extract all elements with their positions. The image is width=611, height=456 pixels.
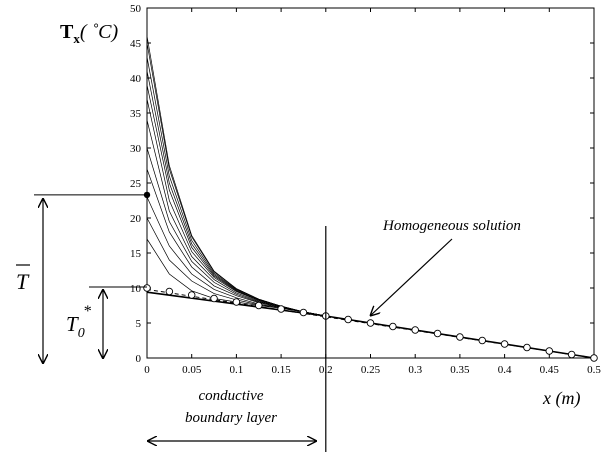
transient-profile-line (146, 196, 326, 317)
y-axis-ticks: 0 5 10 15 20 25 30 35 40 45 50 (130, 3, 594, 365)
plot-area (146, 7, 595, 359)
x-tick-label: 0.3 (408, 364, 422, 376)
homogeneous-solution-marker (165, 287, 174, 296)
y-tick-label: 45 (130, 38, 142, 50)
y-tick-label: 40 (130, 73, 142, 85)
t-bar-label: T (16, 269, 30, 294)
x-axis-label: x (m) (542, 388, 580, 409)
homogeneous-solution-marker (389, 322, 397, 331)
homogeneous-solution-marker (433, 329, 442, 338)
boundary-label-line1: conductive (199, 388, 264, 404)
transient-profile-line (146, 98, 326, 317)
series-layer (143, 35, 598, 362)
y-tick-label: 35 (130, 108, 142, 120)
transient-profile-line (146, 84, 326, 317)
homogeneous-solution-marker (500, 340, 509, 348)
y-tick-label: 10 (130, 283, 142, 295)
homogeneous-solution-marker (232, 298, 241, 306)
t0-label: T0 (66, 312, 85, 341)
x-tick-label: 0.5 (587, 364, 601, 376)
homogeneous-solution-arrow (370, 238, 453, 316)
x-axis-ticks: 0 0.05 0.1 0.15 0.2 0.25 0.3 0.35 0.4 0.45 0.5 (144, 8, 601, 376)
homogeneous-solution-marker (478, 336, 487, 345)
y-tick-label: 20 (130, 213, 142, 225)
homogeneous-solution-marker (411, 326, 419, 334)
homogeneous-solution-marker (456, 333, 464, 341)
x-tick-label: 0 (144, 364, 150, 376)
y-tick-label: 0 (136, 353, 142, 365)
homogeneous-solution-marker (299, 308, 308, 317)
y-tick-label: 30 (130, 143, 142, 155)
x-tick-label: 0.4 (498, 364, 512, 376)
boundary-label-line2: boundary layer (185, 410, 277, 426)
homogeneous-solution-marker (523, 343, 531, 352)
homogeneous-solution-marker (590, 354, 598, 362)
x-tick-label: 0.45 (540, 364, 560, 376)
homogeneous-solution-marker (344, 315, 352, 324)
homogeneous-solution-marker (210, 294, 218, 303)
x-tick-label: 0.05 (182, 364, 202, 376)
x-tick-label: 0.35 (450, 364, 470, 376)
y-tick-label: 25 (130, 178, 142, 190)
homogeneous-solution-marker (187, 291, 196, 299)
homogeneous-solution-marker (143, 284, 151, 292)
homogeneous-solution-marker (366, 319, 375, 327)
homogeneous-solution-marker (567, 350, 576, 359)
y-tick-label: 15 (130, 248, 142, 260)
transient-profile-line (146, 119, 326, 317)
transient-profile-line (146, 70, 326, 317)
y-tick-label: 5 (136, 318, 142, 330)
homogeneous-solution-marker (545, 347, 554, 355)
t0-superscript: * (83, 303, 91, 320)
homogeneous-solution-marker (254, 301, 263, 310)
x-tick-label: 0.25 (361, 364, 381, 376)
homogeneous-solution-label: Homogeneous solution (382, 218, 521, 234)
transient-profile-line (146, 35, 326, 317)
homogeneous-solution-marker (277, 305, 285, 313)
x-tick-label: 0.15 (271, 364, 291, 376)
x-tick-label: 0.1 (230, 364, 244, 376)
y-tick-label: 50 (130, 3, 142, 15)
y-axis-label: Tx( ˚C) (60, 21, 119, 46)
